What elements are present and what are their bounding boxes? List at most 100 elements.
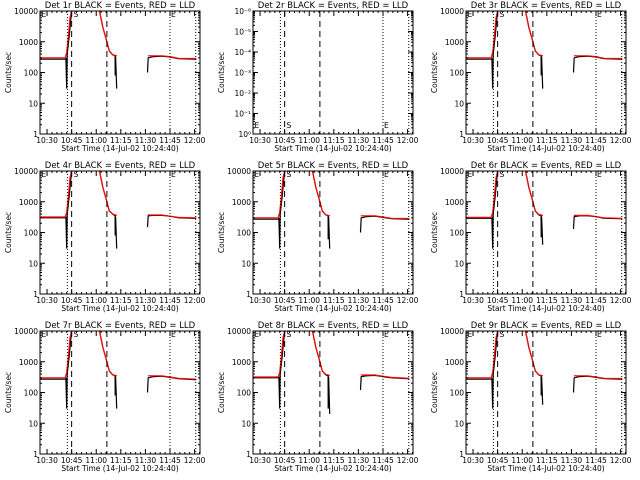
interval-marker-label: S <box>73 330 78 339</box>
x-tick-label: 10:30 <box>36 136 58 145</box>
interval-marker-label: E <box>467 10 472 19</box>
x-tick-label: 12:00 <box>610 296 632 305</box>
interval-marker-label: E <box>597 10 602 19</box>
y-tick-label: 10000 <box>227 167 251 176</box>
lld-line-segment <box>147 375 197 380</box>
y-tick-label: 100 <box>450 389 465 398</box>
y-tick-label: 10 <box>241 259 251 268</box>
x-tick-label: 11:30 <box>135 136 157 145</box>
x-tick-label: 11:00 <box>511 136 533 145</box>
x-tick-label: 11:45 <box>372 296 394 305</box>
x-tick-label: 11:45 <box>585 136 607 145</box>
interval-marker-label: S <box>286 330 291 339</box>
x-tick-label: 11:15 <box>323 456 345 465</box>
x-tick-label: 10:30 <box>249 296 271 305</box>
x-tick-label: 11:45 <box>159 136 181 145</box>
panel-title: Det 5r BLACK = Events, RED = LLD <box>258 161 409 171</box>
y-tick-label: 1000 <box>19 358 38 367</box>
x-axis-label: Start Time (14-Jul-02 10:24:40) <box>274 304 391 313</box>
plot-frame <box>252 330 414 455</box>
x-tick-label: 11:30 <box>135 296 157 305</box>
plot-frame <box>39 330 201 455</box>
interval-marker-label: S <box>286 121 291 130</box>
events-line-segment <box>40 171 73 249</box>
y-tick-label: 10 <box>28 99 38 108</box>
panel-title: Det 3r BLACK = Events, RED = LLD <box>471 1 622 11</box>
x-tick-label: 11:30 <box>561 136 583 145</box>
panel-title: Det 2r BLACK = Events, RED = LLD <box>258 1 409 11</box>
y-tick-label: 10000 <box>440 7 464 16</box>
x-tick-label: 10:30 <box>462 136 484 145</box>
events-line-segment <box>253 171 286 249</box>
y-axis-label: Counts/sec <box>217 212 226 253</box>
x-tick-label: 10:45 <box>61 456 83 465</box>
x-tick-label: 11:15 <box>323 296 345 305</box>
lld-line-segment <box>98 171 118 216</box>
x-tick-label: 11:15 <box>536 136 558 145</box>
y-tick-label: 1 <box>33 290 38 299</box>
interval-marker-label: S <box>73 10 78 19</box>
lld-line-segment <box>360 374 410 379</box>
panel-title: Det 9r BLACK = Events, RED = LLD <box>471 321 622 331</box>
x-tick-label: 10:45 <box>274 136 296 145</box>
y-axis-label: Counts/sec <box>4 52 13 93</box>
interval-marker-label: E <box>171 330 176 339</box>
y-tick-label: 10⁻³ <box>234 69 251 78</box>
y-tick-label: 1 <box>246 290 251 299</box>
lld-line-segment <box>147 214 197 219</box>
y-tick-label: 1 <box>33 450 38 459</box>
panel-title: Det 6r BLACK = Events, RED = LLD <box>471 161 622 171</box>
y-tick-label: 1000 <box>445 38 464 47</box>
y-tick-label: 1000 <box>445 198 464 207</box>
x-axis-label: Start Time (14-Jul-02 10:24:40) <box>61 304 178 313</box>
x-tick-label: 11:45 <box>372 136 394 145</box>
interval-marker-label: E <box>171 10 176 19</box>
lld-line-segment <box>311 171 331 217</box>
x-tick-label: 11:00 <box>85 136 107 145</box>
y-tick-label: 10 <box>28 419 38 428</box>
x-tick-label: 11:30 <box>135 456 157 465</box>
y-tick-label: 10⁻⁴ <box>234 48 251 57</box>
y-tick-label: 100 <box>450 229 465 238</box>
y-tick-label: 10000 <box>14 327 38 336</box>
lld-line-segment <box>524 331 544 377</box>
x-axis-label: Start Time (14-Jul-02 10:24:40) <box>274 144 391 153</box>
plot-frame <box>252 10 414 135</box>
y-tick-label: 10 <box>454 259 464 268</box>
panel-title: Det 4r BLACK = Events, RED = LLD <box>45 161 196 171</box>
y-tick-label: 1 <box>246 450 251 459</box>
interval-marker-label: E <box>41 170 46 179</box>
y-tick-label: 100 <box>24 229 39 238</box>
events-line-segment <box>466 331 499 409</box>
interval-marker-label: S <box>499 10 504 19</box>
lld-line-segment <box>573 55 623 60</box>
y-tick-label: 1 <box>33 130 38 139</box>
x-tick-label: 10:45 <box>274 296 296 305</box>
plot-area <box>253 171 410 249</box>
y-tick-label: 1000 <box>232 358 251 367</box>
x-tick-label: 11:00 <box>85 456 107 465</box>
x-tick-label: 11:15 <box>536 296 558 305</box>
plot-area <box>466 11 623 89</box>
y-tick-label: 100 <box>450 69 465 78</box>
events-line-segment <box>40 331 73 409</box>
y-tick-label: 10⁰ <box>238 130 251 139</box>
y-axis-label: Counts/sec <box>430 52 439 93</box>
x-tick-label: 10:30 <box>462 296 484 305</box>
x-tick-label: 10:30 <box>462 456 484 465</box>
y-tick-label: 10 <box>241 419 251 428</box>
lld-line-segment <box>573 375 623 380</box>
x-axis-label: Start Time (14-Jul-02 10:24:40) <box>61 144 178 153</box>
plot-area <box>466 171 623 249</box>
x-tick-label: 11:00 <box>511 456 533 465</box>
y-tick-label: 1 <box>459 450 464 459</box>
interval-marker-label: S <box>499 330 504 339</box>
interval-marker-label: E <box>254 121 259 130</box>
events-line-segment <box>40 11 73 89</box>
